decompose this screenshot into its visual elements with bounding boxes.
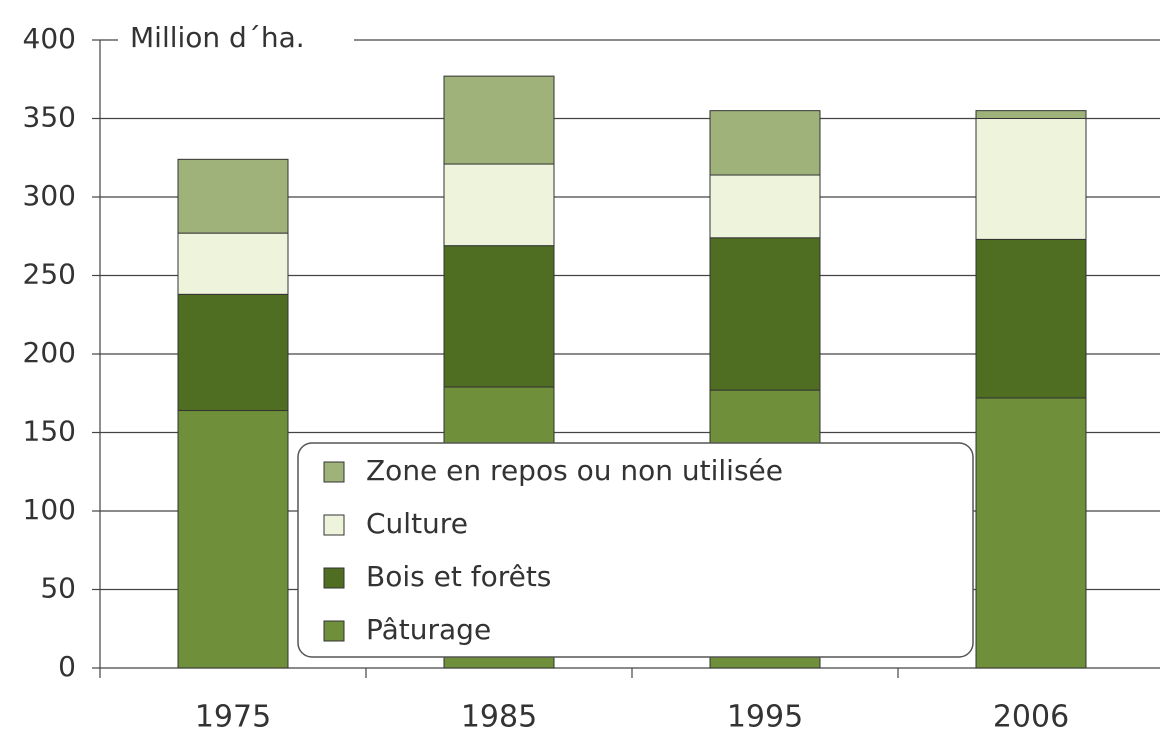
legend-label: Bois et forêts xyxy=(366,560,551,593)
bar-segment xyxy=(975,118,1087,240)
legend: Pâturage Bois et forêts Culture Zone en rep… xyxy=(323,454,783,646)
axis-title: Million d´ha. xyxy=(130,21,305,54)
y-tick-label: 300 xyxy=(23,179,76,212)
x-tick-label: 1975 xyxy=(195,700,271,735)
y-tick-label: 400 xyxy=(23,22,76,55)
bar-segment xyxy=(443,245,555,388)
bar-segment xyxy=(709,237,821,391)
bar-segment xyxy=(177,158,289,234)
legend-swatch xyxy=(323,620,345,642)
bar-segment xyxy=(177,410,289,669)
bar-segment xyxy=(709,110,821,176)
bar-segment xyxy=(975,397,1087,669)
bar-segment xyxy=(975,238,1087,399)
y-tick-label: 250 xyxy=(23,258,76,291)
y-tick-label: 100 xyxy=(23,493,76,526)
bar-segment xyxy=(177,293,289,412)
legend-swatch xyxy=(323,567,345,589)
x-tick-label: 1985 xyxy=(461,700,537,735)
bar-segment xyxy=(975,110,1087,120)
y-tick-label: 50 xyxy=(40,572,76,605)
y-tick-label: 150 xyxy=(23,415,76,448)
x-tick-label: 2006 xyxy=(993,700,1069,735)
legend-swatch xyxy=(323,514,345,536)
legend-box xyxy=(297,442,974,658)
legend-label: Culture xyxy=(366,507,468,540)
x-tick-label: 1995 xyxy=(727,700,803,735)
bar-segment xyxy=(177,232,289,295)
legend-swatch xyxy=(323,461,345,483)
y-tick-label: 200 xyxy=(23,336,76,369)
legend-label: Pâturage xyxy=(366,613,491,646)
bar-segment xyxy=(443,75,555,165)
title-background xyxy=(118,22,354,58)
y-tick-label: 350 xyxy=(23,101,76,134)
y-tick-label: 0 xyxy=(58,650,76,683)
bar-segment xyxy=(443,163,555,247)
legend-label: Zone en repos ou non utilisée xyxy=(366,454,783,487)
bar-segment xyxy=(709,174,821,239)
bars-layer: 1975 1985 1995 2006 xyxy=(177,75,1087,735)
